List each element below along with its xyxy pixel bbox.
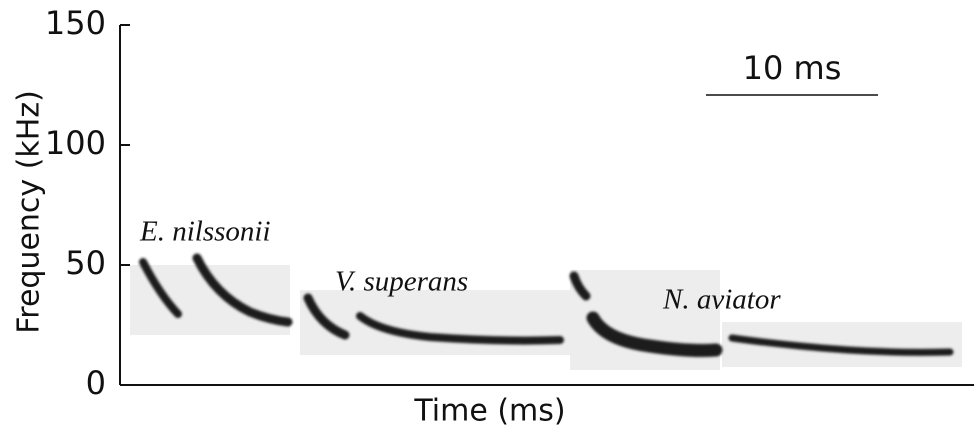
y-tick-label: 50 (65, 244, 106, 282)
annotation: N. aviator (662, 284, 781, 316)
x-axis-label: Time (ms) (413, 394, 565, 429)
y-tick-label: 0 (86, 364, 106, 402)
y-tick-label: 100 (45, 124, 106, 162)
y-tick-label: 150 (45, 4, 106, 42)
annotation: E. nilssonii (139, 216, 271, 248)
chart: Time (ms) Frequency (kHz) E. nilssonii V… (0, 0, 974, 433)
y-axis-label: Frequency (kHz) (12, 90, 47, 334)
scale-bar-label: 10 ms (743, 49, 842, 87)
annotation: V. superans (335, 266, 468, 298)
